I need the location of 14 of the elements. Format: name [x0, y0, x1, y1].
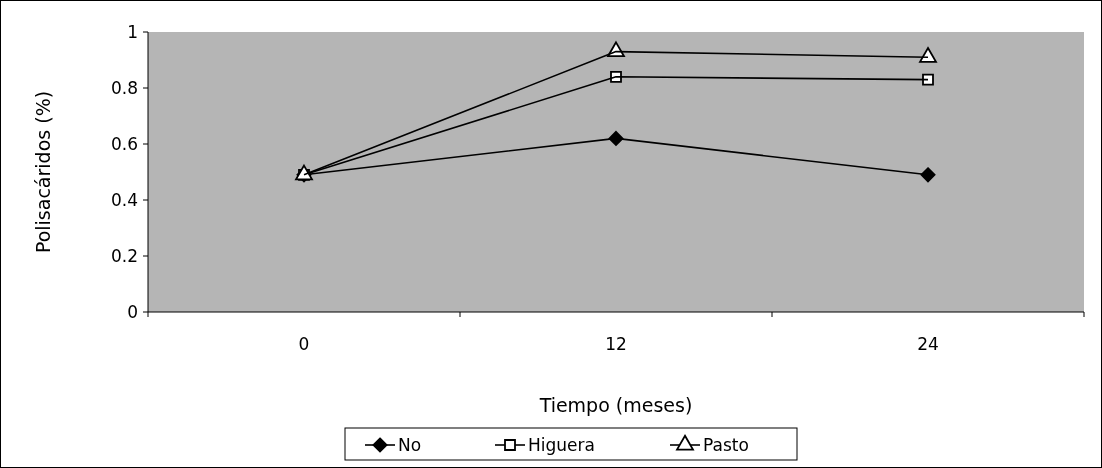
y-tick-label: 0.4	[110, 189, 138, 210]
y-tick-label: 0	[127, 301, 138, 322]
x-tick-label: 24	[917, 334, 939, 354]
x-tick-label: 12	[605, 334, 627, 354]
y-tick-label: 0.8	[110, 77, 138, 98]
y-tick-label: 0.6	[110, 133, 138, 154]
legend-label: Higuera	[528, 434, 595, 455]
y-axis-title: Polisacáridos (%)	[32, 90, 54, 254]
x-axis-title: Tiempo (meses)	[538, 394, 693, 416]
x-tick-label: 0	[298, 334, 310, 354]
legend-label: Pasto	[703, 434, 749, 455]
legend-label: No	[398, 434, 422, 455]
y-tick-label: 0.2	[110, 245, 138, 266]
y-tick-label: 1	[127, 21, 138, 42]
